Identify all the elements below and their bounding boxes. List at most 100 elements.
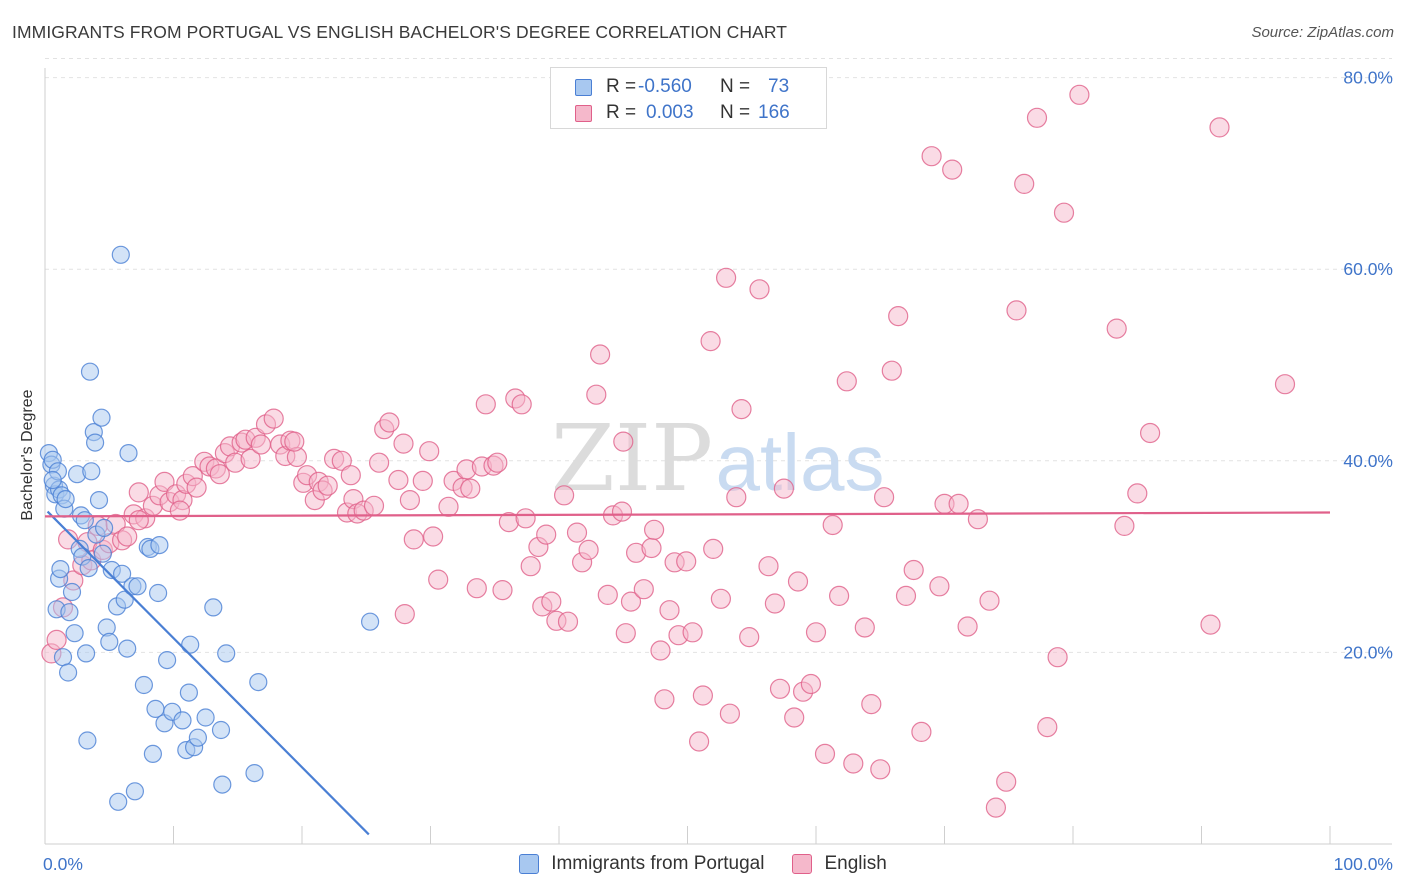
english-point <box>1069 84 1090 105</box>
portugal-point <box>43 470 62 490</box>
portugal-point <box>112 564 132 583</box>
english-point <box>586 384 607 405</box>
english-point <box>836 371 857 392</box>
english-point <box>1209 117 1230 138</box>
legend-swatch-pink <box>792 854 813 874</box>
english-point <box>828 585 850 607</box>
y-tick-label: 80.0% <box>1343 68 1393 88</box>
portugal-point <box>211 720 231 740</box>
english-point <box>979 590 1000 611</box>
english-point <box>589 344 611 365</box>
english-point <box>536 524 557 545</box>
portugal-point <box>128 577 147 596</box>
legend-r-value: 0.003 <box>646 102 694 123</box>
portugal-point <box>58 663 78 682</box>
portugal-point <box>53 648 73 667</box>
english-point <box>822 514 843 536</box>
portugal-point <box>80 362 100 381</box>
english-point <box>1114 515 1135 537</box>
y-tick-label: 20.0% <box>1343 642 1393 662</box>
portugal-point <box>65 624 84 643</box>
english-point <box>688 731 710 752</box>
source-label: Source: ZipAtlas.com <box>1251 24 1394 41</box>
english-point <box>284 431 305 452</box>
english-point <box>654 689 675 710</box>
trend-lines <box>44 510 1331 836</box>
english-point <box>340 465 361 486</box>
english-point <box>492 579 513 601</box>
english-point <box>428 569 449 590</box>
english-point <box>710 588 732 609</box>
english-point <box>597 584 618 606</box>
legend-swatch-blue <box>575 78 592 96</box>
legend-item-portugal[interactable]: Immigrants from Portugal <box>519 853 764 875</box>
english-point <box>1053 202 1075 223</box>
english-point <box>996 771 1017 792</box>
portugal-point <box>82 462 101 481</box>
english-point <box>749 279 770 300</box>
english-point <box>769 678 791 699</box>
watermark: ZIP atlas <box>551 405 885 512</box>
english-point <box>541 591 562 612</box>
english-point <box>942 159 963 180</box>
english-point <box>719 703 741 724</box>
english-point <box>511 394 532 415</box>
english-point <box>873 487 895 508</box>
english-point <box>773 478 795 499</box>
english-point <box>843 753 864 774</box>
english-point <box>419 441 440 462</box>
portugal-point <box>93 544 112 563</box>
english-point <box>117 526 138 547</box>
portugal-point <box>217 644 236 663</box>
y-tick-label: 40.0% <box>1343 451 1393 471</box>
english-point <box>615 623 636 644</box>
portugal-point <box>173 711 192 730</box>
portugal-point <box>92 408 111 427</box>
y-tick-label: 60.0% <box>1343 259 1393 279</box>
english-point <box>515 508 536 529</box>
english-point <box>1106 318 1127 339</box>
english-point <box>731 399 752 420</box>
english-point <box>692 685 714 706</box>
english-point <box>466 578 487 599</box>
english-point <box>682 622 703 643</box>
english-point <box>620 591 642 612</box>
english-point <box>1274 374 1296 395</box>
series-legend: Immigrants from Portugal English <box>0 853 1406 875</box>
english-trend-line <box>44 511 1331 518</box>
english-point <box>369 452 390 473</box>
english-point <box>379 412 400 433</box>
english-point <box>726 487 747 508</box>
english-point <box>814 743 836 765</box>
x-tick-label: 0.0% <box>43 854 83 874</box>
english-point <box>985 797 1007 818</box>
english-point <box>388 469 409 491</box>
portugal-point <box>149 583 168 603</box>
portugal-point <box>188 728 207 747</box>
english-point <box>1047 647 1068 668</box>
english-point <box>438 496 459 517</box>
english-point <box>700 331 721 352</box>
portugal-point <box>76 644 96 663</box>
portugal-point <box>94 518 114 538</box>
portugal-point <box>100 632 119 652</box>
english-point <box>412 470 433 491</box>
english-point <box>650 640 671 661</box>
english-point <box>394 603 415 625</box>
portugal-point <box>85 433 105 452</box>
legend-n-label: N = <box>720 102 751 123</box>
portugal-point <box>361 612 380 631</box>
legend-item-english[interactable]: English <box>792 853 887 875</box>
english-point <box>487 452 508 473</box>
portugal-point <box>78 731 97 750</box>
english-point <box>557 611 579 632</box>
english-point <box>566 522 588 543</box>
portugal-point <box>150 535 169 555</box>
portugal-point <box>109 792 128 811</box>
legend-r-label: R = <box>606 76 637 97</box>
english-point <box>613 431 634 452</box>
english-point <box>460 478 481 499</box>
legend-n-value: 166 <box>758 102 790 123</box>
english-point <box>393 433 414 454</box>
english-point <box>611 501 633 522</box>
